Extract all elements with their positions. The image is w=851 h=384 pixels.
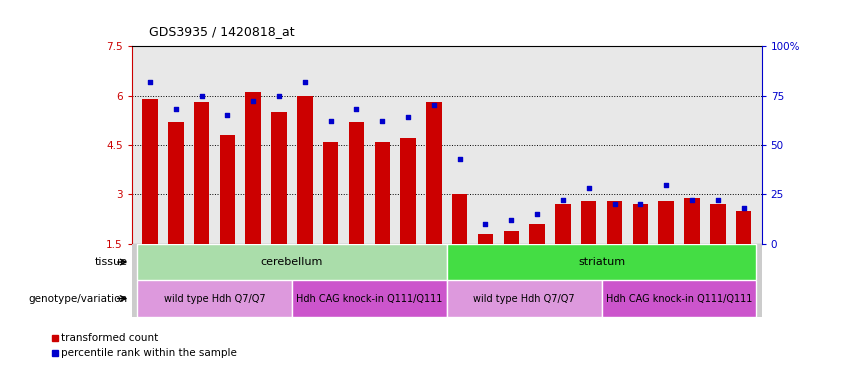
Bar [452, 194, 467, 244]
Point [608, 201, 621, 207]
Point [711, 197, 724, 204]
Point [530, 211, 544, 217]
Bar [736, 211, 751, 244]
Point [685, 197, 699, 204]
Bar [374, 142, 390, 244]
Bar [581, 201, 597, 244]
Point [143, 79, 157, 85]
Point [427, 103, 441, 109]
Point [324, 118, 338, 124]
Bar [710, 204, 726, 244]
Text: genotype/variation: genotype/variation [29, 293, 128, 304]
Point [350, 106, 363, 113]
Text: striatum: striatum [578, 257, 625, 267]
Point [375, 118, 389, 124]
Bar [400, 138, 416, 244]
Point [272, 93, 286, 99]
Point [633, 201, 647, 207]
Bar [632, 204, 648, 244]
Point [582, 185, 596, 192]
Point [478, 221, 492, 227]
Bar [137, 280, 292, 317]
Point [169, 106, 183, 113]
Text: wild type Hdh Q7/Q7: wild type Hdh Q7/Q7 [163, 293, 266, 304]
Bar [297, 96, 312, 244]
Bar [245, 92, 261, 244]
Bar [349, 122, 364, 244]
Bar [602, 280, 757, 317]
Bar [137, 244, 447, 280]
Text: cerebellum: cerebellum [260, 257, 323, 267]
Point [453, 156, 466, 162]
Point [195, 93, 208, 99]
Bar [323, 142, 339, 244]
Bar [555, 204, 571, 244]
Point [298, 79, 311, 85]
Bar [477, 234, 494, 244]
Bar [504, 231, 519, 244]
Text: tissue: tissue [94, 257, 128, 267]
Bar [426, 102, 442, 244]
Bar [447, 244, 757, 280]
Bar [194, 102, 209, 244]
Bar [292, 280, 447, 317]
Text: GDS3935 / 1420818_at: GDS3935 / 1420818_at [149, 25, 294, 38]
Point [505, 217, 518, 223]
Point [737, 205, 751, 211]
Bar [659, 201, 674, 244]
Bar [220, 135, 235, 244]
Text: wild type Hdh Q7/Q7: wild type Hdh Q7/Q7 [473, 293, 575, 304]
Point [220, 112, 234, 118]
Text: Hdh CAG knock-in Q111/Q111: Hdh CAG knock-in Q111/Q111 [296, 293, 443, 304]
Bar [142, 99, 157, 244]
Point [402, 114, 415, 120]
Text: percentile rank within the sample: percentile rank within the sample [61, 348, 237, 358]
Bar [168, 122, 184, 244]
Point [556, 197, 569, 204]
Text: transformed count: transformed count [61, 333, 158, 343]
Text: Hdh CAG knock-in Q111/Q111: Hdh CAG knock-in Q111/Q111 [606, 293, 752, 304]
Bar [271, 112, 287, 244]
Bar [684, 198, 700, 244]
Bar [607, 201, 622, 244]
Point [247, 98, 260, 104]
Bar [529, 224, 545, 244]
Bar [447, 280, 602, 317]
Point [660, 182, 673, 188]
